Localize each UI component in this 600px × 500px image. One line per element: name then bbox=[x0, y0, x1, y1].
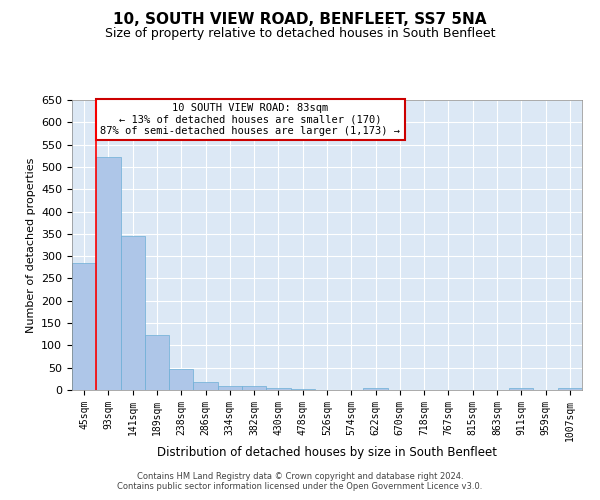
Bar bbox=[266, 388, 290, 390]
Bar bbox=[145, 335, 169, 390]
Bar bbox=[364, 388, 388, 390]
Text: 10 SOUTH VIEW ROAD: 83sqm
← 13% of detached houses are smaller (170)
87% of semi: 10 SOUTH VIEW ROAD: 83sqm ← 13% of detac… bbox=[101, 103, 401, 136]
Bar bbox=[193, 382, 218, 390]
Bar bbox=[169, 368, 193, 390]
Bar bbox=[242, 386, 266, 390]
Bar bbox=[121, 236, 145, 390]
Bar bbox=[509, 388, 533, 390]
Text: Contains public sector information licensed under the Open Government Licence v3: Contains public sector information licen… bbox=[118, 482, 482, 491]
Bar bbox=[290, 388, 315, 390]
Bar bbox=[72, 263, 96, 390]
Bar bbox=[218, 386, 242, 390]
Y-axis label: Number of detached properties: Number of detached properties bbox=[26, 158, 35, 332]
Text: Contains HM Land Registry data © Crown copyright and database right 2024.: Contains HM Land Registry data © Crown c… bbox=[137, 472, 463, 481]
Bar bbox=[558, 388, 582, 390]
X-axis label: Distribution of detached houses by size in South Benfleet: Distribution of detached houses by size … bbox=[157, 446, 497, 460]
Bar bbox=[96, 156, 121, 390]
Text: Size of property relative to detached houses in South Benfleet: Size of property relative to detached ho… bbox=[105, 28, 495, 40]
Text: 10, SOUTH VIEW ROAD, BENFLEET, SS7 5NA: 10, SOUTH VIEW ROAD, BENFLEET, SS7 5NA bbox=[113, 12, 487, 28]
